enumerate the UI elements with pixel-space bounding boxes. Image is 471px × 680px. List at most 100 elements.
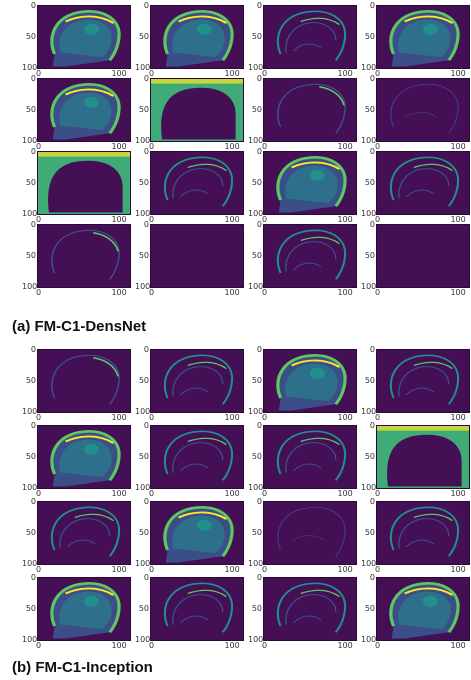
feature-map-image (263, 425, 357, 489)
feature-map-image (150, 501, 244, 565)
y-tick-label: 100 (248, 136, 264, 145)
y-tick-label: 50 (364, 604, 375, 613)
y-tick-label: 50 (251, 105, 262, 114)
x-tick-label: 100 (450, 142, 466, 151)
feature-map-image (37, 224, 131, 288)
y-tick-label: 100 (248, 282, 264, 291)
y-tick-label: 50 (138, 452, 149, 461)
x-tick-label: 100 (224, 413, 240, 422)
y-tick-label: 100 (22, 63, 38, 72)
y-tick-label: 100 (22, 483, 38, 492)
x-tick-label: 0 (36, 641, 42, 650)
y-tick-label: 0 (369, 345, 375, 354)
y-tick-label: 0 (143, 220, 149, 229)
feature-map-image (37, 349, 131, 413)
y-tick-label: 0 (143, 1, 149, 10)
y-tick-label: 0 (256, 1, 262, 10)
x-tick-label: 100 (224, 142, 240, 151)
y-tick-label: 100 (361, 635, 377, 644)
x-tick-label: 100 (111, 288, 127, 297)
feature-map-image (150, 349, 244, 413)
x-tick-label: 100 (450, 413, 466, 422)
feature-map-image (263, 224, 357, 288)
x-tick-label: 100 (337, 641, 353, 650)
y-tick-label: 50 (251, 376, 262, 385)
x-tick-label: 100 (111, 489, 127, 498)
y-tick-label: 50 (138, 376, 149, 385)
y-tick-label: 100 (361, 209, 377, 218)
y-tick-label: 100 (361, 407, 377, 416)
y-tick-label: 100 (135, 63, 151, 72)
y-tick-label: 50 (251, 32, 262, 41)
feature-map-image (150, 577, 244, 641)
x-tick-label: 100 (450, 69, 466, 78)
y-tick-label: 0 (256, 147, 262, 156)
feature-map-image (150, 425, 244, 489)
y-tick-label: 100 (22, 136, 38, 145)
y-tick-label: 50 (364, 105, 375, 114)
y-tick-label: 100 (248, 63, 264, 72)
y-tick-label: 50 (251, 251, 262, 260)
x-tick-label: 0 (375, 565, 381, 574)
x-tick-label: 100 (224, 69, 240, 78)
y-tick-label: 0 (30, 220, 36, 229)
x-tick-label: 100 (224, 565, 240, 574)
y-tick-label: 0 (256, 421, 262, 430)
feature-map-image (376, 349, 470, 413)
feature-map-image (150, 151, 244, 215)
x-tick-label: 100 (337, 142, 353, 151)
y-tick-label: 100 (22, 209, 38, 218)
y-tick-label: 0 (256, 497, 262, 506)
y-tick-label: 100 (135, 635, 151, 644)
y-tick-label: 100 (361, 136, 377, 145)
x-tick-label: 0 (262, 489, 268, 498)
x-tick-label: 0 (149, 641, 155, 650)
y-tick-label: 100 (135, 282, 151, 291)
y-tick-label: 0 (256, 220, 262, 229)
x-tick-label: 100 (224, 215, 240, 224)
y-tick-label: 0 (143, 421, 149, 430)
feature-map-image (376, 224, 470, 288)
x-tick-label: 100 (111, 641, 127, 650)
x-tick-label: 0 (375, 215, 381, 224)
y-tick-label: 50 (251, 528, 262, 537)
feature-map-image (37, 501, 131, 565)
y-tick-label: 100 (361, 63, 377, 72)
y-tick-label: 0 (143, 573, 149, 582)
y-tick-label: 0 (30, 497, 36, 506)
x-tick-label: 0 (36, 142, 42, 151)
y-tick-label: 0 (369, 220, 375, 229)
y-tick-label: 50 (364, 178, 375, 187)
x-tick-label: 100 (337, 413, 353, 422)
y-tick-label: 0 (369, 573, 375, 582)
x-tick-label: 0 (262, 641, 268, 650)
x-tick-label: 100 (450, 565, 466, 574)
y-tick-label: 0 (143, 74, 149, 83)
x-tick-label: 0 (375, 142, 381, 151)
y-tick-label: 50 (138, 32, 149, 41)
y-tick-label: 50 (138, 105, 149, 114)
x-tick-label: 0 (375, 641, 381, 650)
y-tick-label: 100 (135, 209, 151, 218)
y-tick-label: 0 (143, 345, 149, 354)
x-tick-label: 0 (149, 489, 155, 498)
x-tick-label: 0 (149, 413, 155, 422)
caption-inception: (b) FM-C1-Inception (12, 659, 153, 676)
y-tick-label: 100 (361, 559, 377, 568)
x-tick-label: 100 (337, 489, 353, 498)
x-tick-label: 100 (111, 565, 127, 574)
x-tick-label: 100 (337, 565, 353, 574)
feature-map-image (263, 5, 357, 69)
x-tick-label: 100 (337, 288, 353, 297)
y-tick-label: 100 (135, 136, 151, 145)
feature-map-image (37, 151, 131, 215)
y-tick-label: 0 (369, 147, 375, 156)
y-tick-label: 50 (138, 251, 149, 260)
x-tick-label: 100 (450, 489, 466, 498)
feature-map-image (376, 78, 470, 142)
y-tick-label: 50 (138, 604, 149, 613)
y-tick-label: 100 (135, 559, 151, 568)
y-tick-label: 0 (256, 345, 262, 354)
y-tick-label: 100 (248, 559, 264, 568)
feature-map-image (376, 501, 470, 565)
